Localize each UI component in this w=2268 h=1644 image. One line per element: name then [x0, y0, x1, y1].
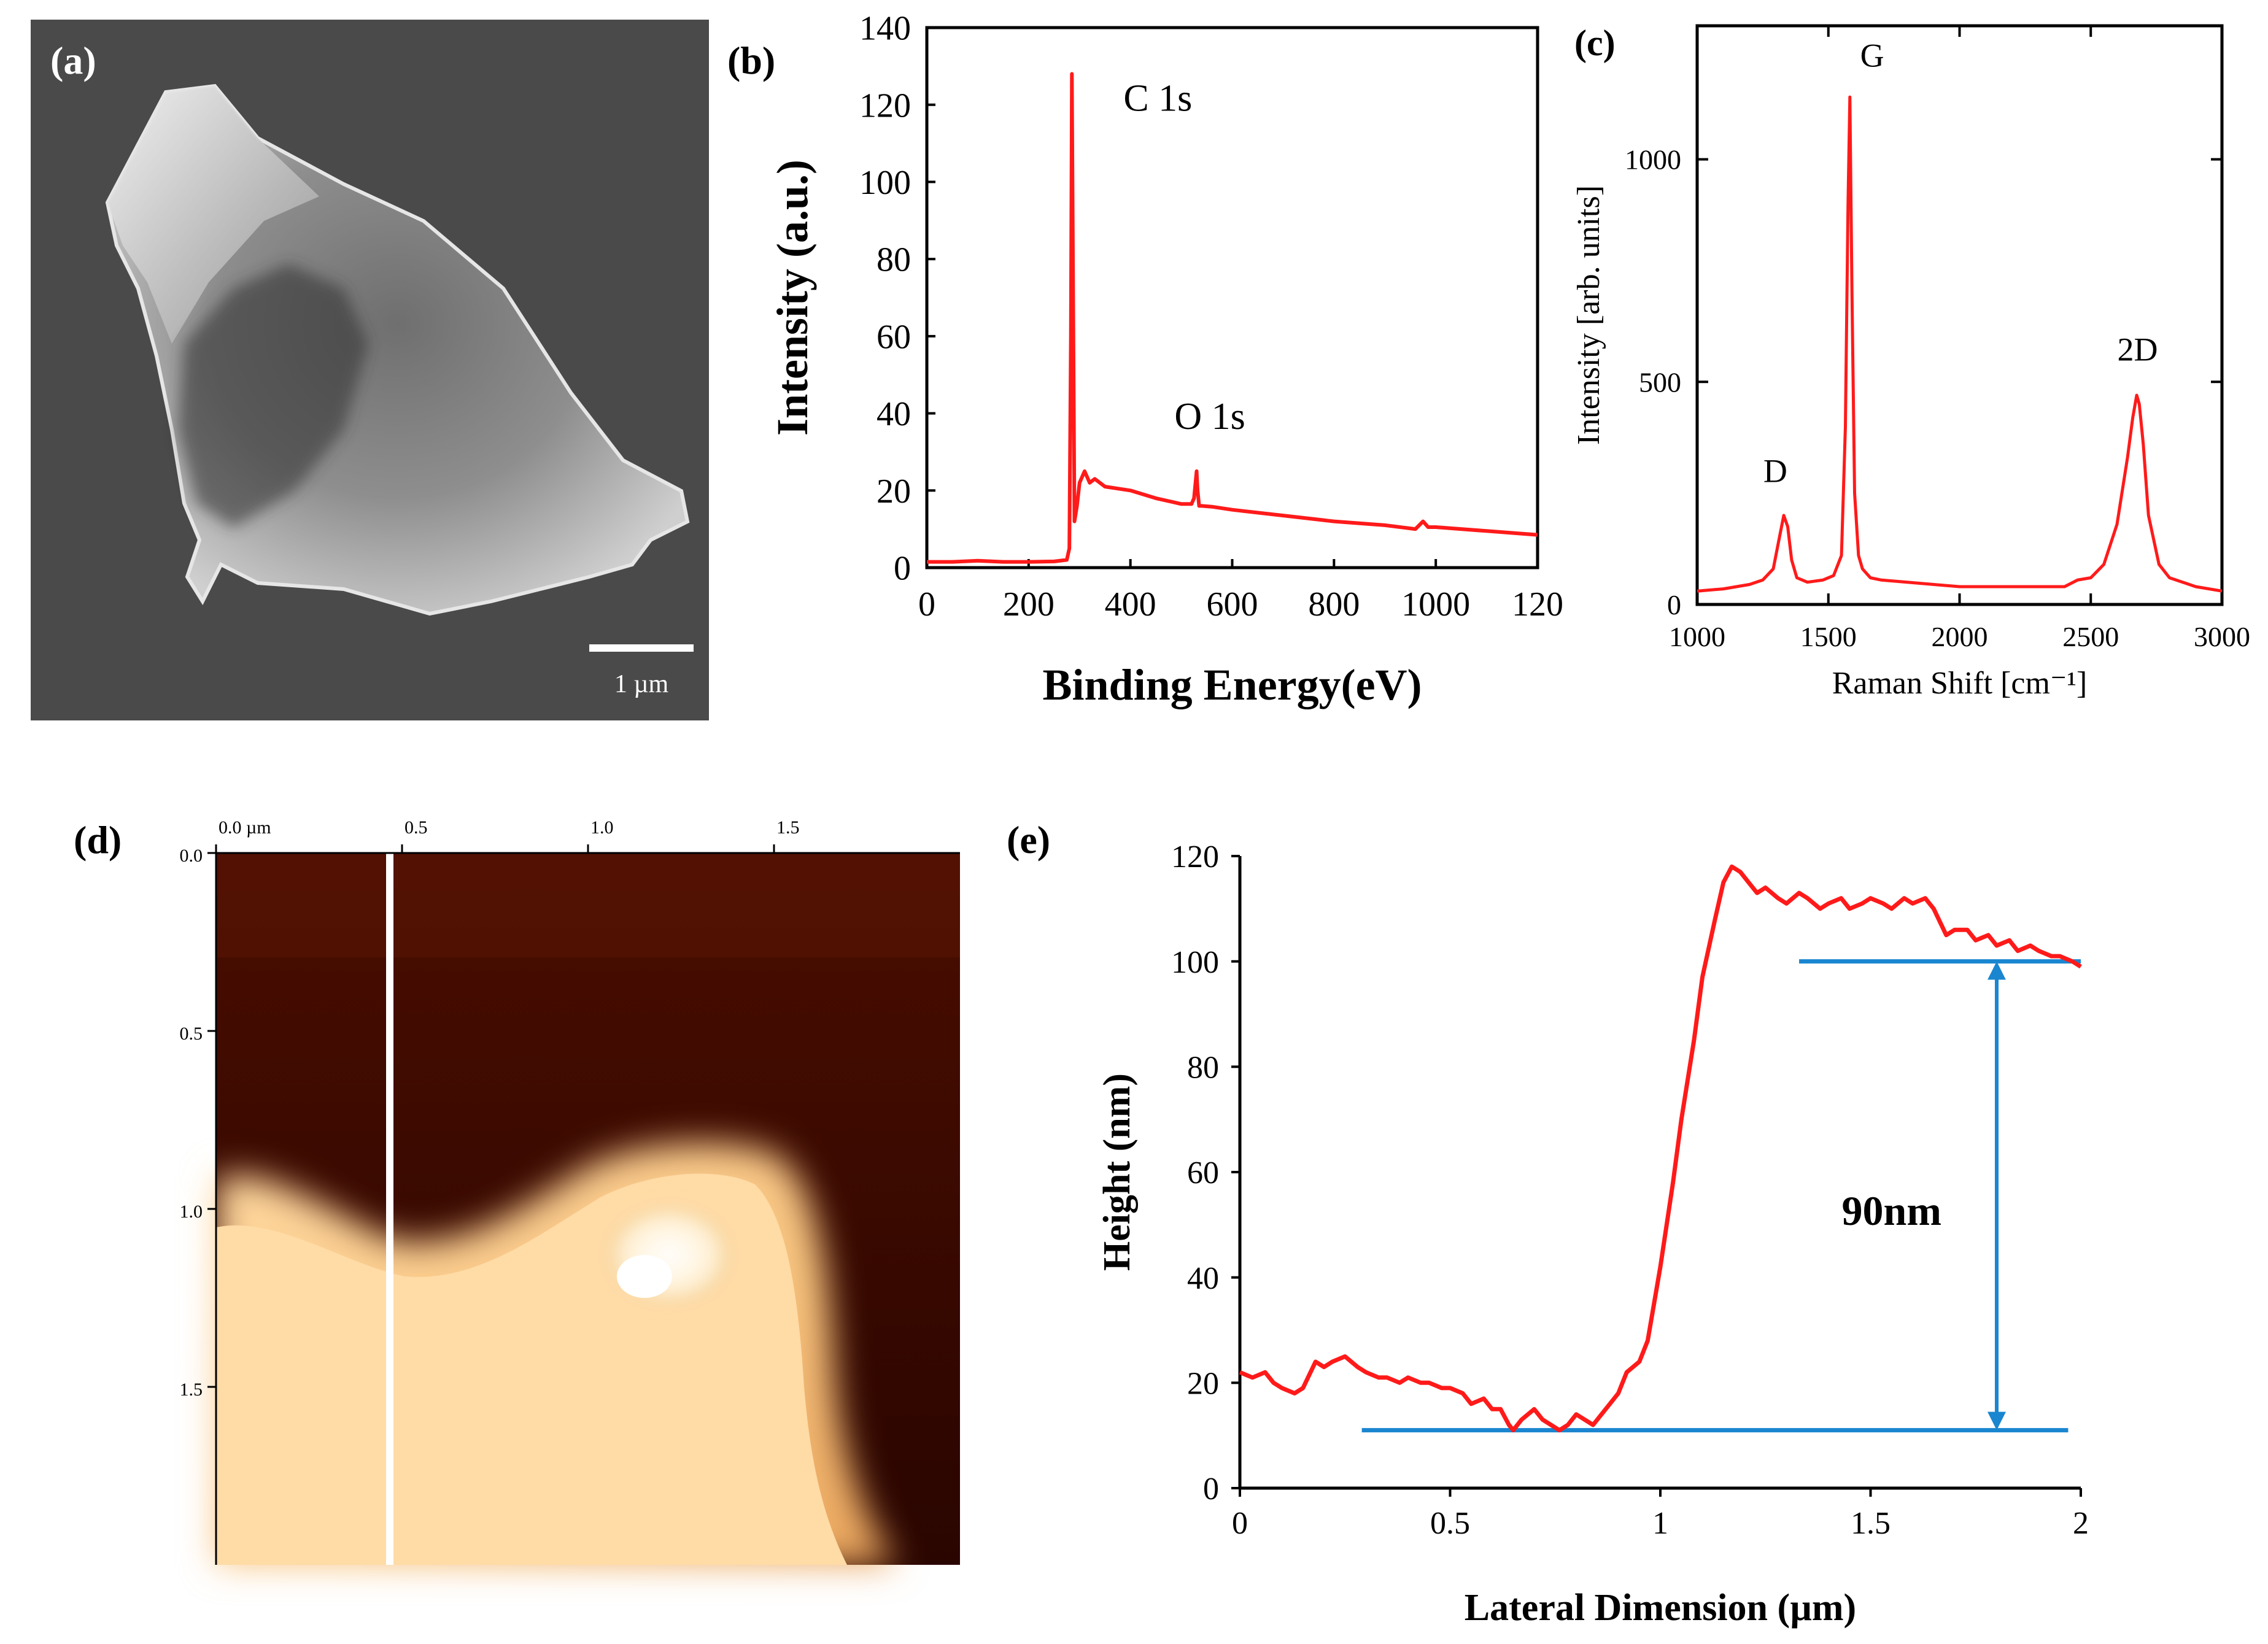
x-tick-label: 400: [1105, 585, 1156, 623]
afm-y-tick-label: 1.5: [180, 1380, 203, 1400]
y-tick-label: 500: [1639, 366, 1681, 398]
x-tick-label: 2500: [2062, 621, 2119, 652]
panel-a-sem: 1 µm (a): [31, 20, 709, 720]
x-tick-label: 2: [2073, 1506, 2089, 1541]
series-line: [927, 72, 1538, 564]
y-tick-label: 80: [1187, 1051, 1219, 1086]
annotation-label: C 1s: [1123, 77, 1192, 119]
panel-b-label: (b): [727, 39, 775, 82]
y-tick-label: 40: [1187, 1261, 1219, 1296]
x-tick-label: 120: [1512, 585, 1563, 623]
series-line: [1239, 864, 2082, 1433]
scale-bar-label: 1 µm: [614, 670, 669, 698]
afm-image: [216, 853, 960, 1565]
afm-y-tick-label: 1.0: [180, 1202, 203, 1222]
y-tick-label: 120: [859, 87, 911, 125]
panel-c-raman-chart: (c) 1000 1500 2000 2500 3000 0 500 1000 Raman Shi…: [1571, 23, 2250, 701]
panel-e-label: (e): [1007, 818, 1050, 862]
plot-frame: [925, 26, 1539, 569]
y-tick-label: 60: [877, 318, 911, 356]
y-tick-label: 100: [859, 164, 911, 202]
panel-d-label: (d): [74, 818, 122, 862]
y-tick-label: 120: [1171, 839, 1219, 874]
sem-flake-fold: [107, 86, 319, 344]
y-tick-label: 40: [877, 395, 911, 433]
afm-x-tick-label: 0.0 µm: [219, 817, 271, 838]
y-tick-label: 0: [1203, 1472, 1219, 1507]
x-tick-label: 1: [1652, 1506, 1668, 1541]
y-tick-label: 60: [1187, 1156, 1219, 1191]
x-tick-label: 1500: [1800, 621, 1857, 652]
scale-bar: [589, 644, 694, 652]
panel-a-label: (a): [50, 39, 96, 82]
y-axis-label: Intensity (a.u.): [768, 160, 817, 436]
annotation-label: 90nm: [1842, 1187, 1941, 1234]
x-tick-label: 600: [1207, 585, 1258, 623]
x-tick-label: 0: [1232, 1506, 1248, 1541]
afm-profile-line: [386, 853, 393, 1565]
y-tick-label: 100: [1171, 945, 1219, 980]
y-axis-label: Height (nm): [1096, 1073, 1138, 1271]
y-tick-label: 20: [1187, 1367, 1219, 1402]
x-tick-label: 0: [918, 585, 935, 623]
panel-d-afm: (d) 0.0 µm 0.5 1.0 1.5 0.0 0.5 1.0 1.5: [74, 817, 960, 1565]
y-tick-label: 20: [877, 473, 911, 511]
y-tick-label: 140: [859, 10, 911, 48]
plot-frame: [1695, 24, 2224, 606]
afm-y-tick-label: 0.0: [180, 846, 203, 866]
y-tick-label: 0: [894, 550, 911, 588]
x-axis-label: Binding Energy(eV): [1042, 660, 1422, 709]
annotation-label: 2D: [2117, 331, 2158, 368]
x-tick-label: 2000: [1932, 621, 1988, 652]
x-tick-label: 1000: [1669, 621, 1725, 652]
x-tick-label: 800: [1308, 585, 1360, 623]
afm-bright-particle-core: [617, 1255, 672, 1298]
afm-x-tick-label: 0.5: [404, 817, 428, 838]
panel-b-xps-chart: (b)0 200 400 600 800 1000 12002040608010012014…: [727, 10, 1563, 709]
x-tick-label: 1000: [1401, 585, 1470, 623]
x-tick-label: 0.5: [1430, 1506, 1470, 1541]
afm-y-tick-label: 0.5: [180, 1024, 203, 1044]
annotation-label: O 1s: [1174, 396, 1245, 438]
x-tick-label: 3000: [2194, 621, 2250, 652]
x-tick-label: 200: [1003, 585, 1055, 623]
x-axis-label: Raman Shift [cm⁻¹]: [1832, 666, 2088, 701]
afm-substrate-bright-band: [216, 854, 960, 957]
afm-x-tick-label: 1.5: [776, 817, 800, 838]
afm-axes: 0.0 µm 0.5 1.0 1.5 0.0 0.5 1.0 1.5: [180, 817, 960, 1565]
annotation-label: G: [1860, 37, 1884, 74]
panel-c-label: (c): [1574, 23, 1616, 63]
series-line: [1697, 95, 2223, 593]
annotation-label: D: [1763, 452, 1787, 489]
x-tick-label: 1.5: [1851, 1506, 1891, 1541]
afm-x-tick-label: 1.0: [590, 817, 614, 838]
y-tick-label: 80: [877, 241, 911, 279]
y-tick-label: 1000: [1625, 144, 1681, 176]
sem-flake-shadow: [178, 264, 368, 528]
x-axis-label: Lateral Dimension (µm): [1465, 1587, 1856, 1629]
y-axis-label: Intensity [arb. units]: [1571, 185, 1606, 445]
y-tick-label: 0: [1667, 589, 1681, 620]
